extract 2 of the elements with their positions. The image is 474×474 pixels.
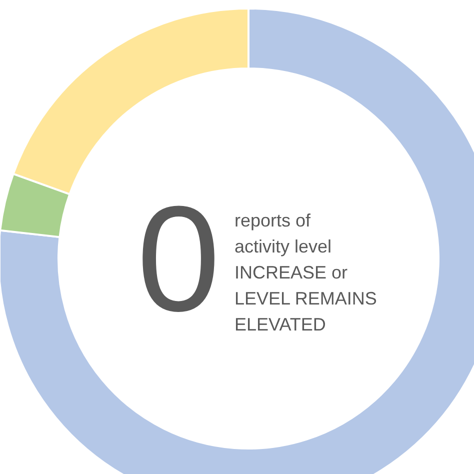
text: 0 [136, 174, 220, 342]
text: reports of activity level INCREASE or LEVEL REMAINS ELEVATED [234, 210, 377, 334]
